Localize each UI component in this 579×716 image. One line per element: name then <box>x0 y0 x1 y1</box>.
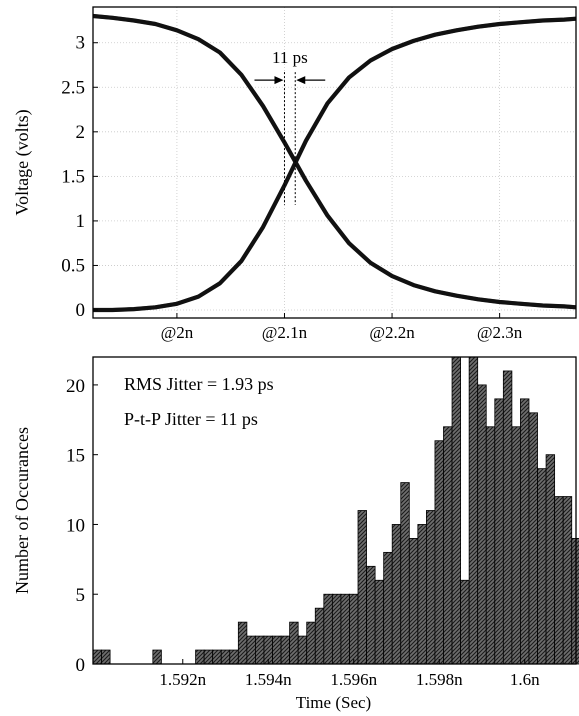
histogram-bar <box>477 384 487 665</box>
eye-diagram-chart: 11 ps 0 0.5 1 1.5 2 2.5 3 @2n @2.1n @2.2n @2.3n V… <box>12 6 577 342</box>
ptp-jitter-annotation: P-t-P Jitter = 11 ps <box>124 409 258 429</box>
eye-diagram-y-tick-label: 1 <box>76 211 86 232</box>
rising-transition-trace <box>93 16 577 313</box>
eye-diagram-x-ticks: @2n @2.1n @2.2n @2.3n <box>161 313 523 342</box>
histogram-bar <box>255 635 265 665</box>
histogram-bar <box>562 496 573 665</box>
histogram-bar <box>289 621 299 665</box>
histogram-bar <box>468 356 479 665</box>
histogram-bar <box>374 579 385 665</box>
eye-diagram-x-tick-label: @2.3n <box>477 323 523 342</box>
jitter-histogram-x-tick-label: 1.6n <box>510 670 540 689</box>
jitter-histogram-x-tick-label: 1.594n <box>245 670 292 689</box>
histogram-bar <box>272 635 282 665</box>
histogram-bar <box>212 649 222 665</box>
eye-diagram-traces <box>92 13 577 313</box>
eye-diagram-y-tick-label: 2 <box>76 122 86 143</box>
histogram-bar <box>237 621 248 665</box>
histogram-bar <box>417 524 427 665</box>
jitter-histogram-y-tick-label: 10 <box>66 515 85 536</box>
eye-diagram-x-tick-label: @2n <box>161 323 194 342</box>
histogram-bar <box>425 510 436 665</box>
histogram-bar <box>366 565 376 665</box>
histogram-bar <box>511 426 521 665</box>
jitter-histogram-x-tick-label: 1.596n <box>330 670 377 689</box>
eye-diagram-trace-edge <box>93 16 577 309</box>
histogram-bar <box>101 649 111 665</box>
jitter-window-right-arrowhead <box>296 76 306 85</box>
jitter-window-label: 11 ps <box>272 48 308 67</box>
histogram-bar <box>443 426 453 665</box>
histogram-bar <box>554 496 564 665</box>
histogram-bar <box>314 607 325 665</box>
eye-diagram-trace-edge <box>93 19 577 312</box>
histogram-bar <box>408 538 419 665</box>
histogram-bar <box>331 593 342 665</box>
rms-jitter-annotation: RMS Jitter = 1.93 ps <box>124 374 274 394</box>
histogram-bar <box>391 524 402 665</box>
eye-diagram-y-tick-label: 2.5 <box>61 77 85 98</box>
jitter-histogram-bars <box>92 356 579 665</box>
histogram-bar <box>400 482 410 665</box>
histogram-bar <box>383 551 393 665</box>
eye-diagram-y-tick-label: 0.5 <box>61 255 85 276</box>
eye-diagram-y-axis-label: Voltage (volts) <box>12 109 33 215</box>
histogram-bar <box>229 649 239 665</box>
jitter-histogram-y-tick-label: 20 <box>66 376 85 397</box>
jitter-histogram-plot-frame <box>92 356 577 665</box>
histogram-bar <box>520 398 530 665</box>
jitter-histogram-y-ticks: 0 5 10 15 20 <box>66 376 98 676</box>
jitter-histogram-y-tick-label: 0 <box>76 655 86 676</box>
histogram-bar <box>297 635 308 665</box>
histogram-bar <box>528 412 538 665</box>
eye-diagram-y-ticks: 0 0.5 1 1.5 2 2.5 3 <box>61 33 98 321</box>
histogram-bar <box>92 649 102 665</box>
histogram-bar <box>280 635 291 665</box>
eye-diagram-x-tick-label: @2.1n <box>262 323 308 342</box>
eye-diagram-x-tick-label: @2.2n <box>369 323 415 342</box>
eye-diagram-plot-frame <box>92 6 577 319</box>
histogram-bar <box>246 635 256 665</box>
jitter-histogram-x-tick-label: 1.592n <box>159 670 206 689</box>
jitter-histogram-x-axis-label: Time (Sec) <box>296 693 371 712</box>
histogram-bar <box>340 593 350 665</box>
histogram-bar <box>152 649 162 665</box>
histogram-bar <box>195 649 205 665</box>
jitter-histogram-chart: 0 5 10 15 20 1.592n 1.594n 1.596n 1.598n 1.6n RM… <box>12 356 579 712</box>
jitter-histogram-y-tick-label: 5 <box>76 585 86 606</box>
eye-diagram-grid <box>93 7 576 318</box>
jitter-histogram-y-tick-label: 15 <box>66 446 85 467</box>
histogram-bar <box>323 593 333 665</box>
histogram-bar <box>434 440 444 665</box>
jitter-window-left-arrowhead <box>274 76 284 85</box>
jitter-histogram-x-tick-label: 1.598n <box>416 670 463 689</box>
jitter-window-annotation: 11 ps <box>254 48 326 205</box>
eye-diagram-trace-edge <box>92 14 577 307</box>
histogram-bar <box>357 510 367 665</box>
histogram-bar <box>203 649 214 665</box>
histogram-bar <box>306 621 316 665</box>
histogram-bar <box>485 426 496 665</box>
eye-diagram-y-tick-label: 0 <box>76 300 86 321</box>
histogram-bar <box>451 356 461 665</box>
histogram-bar <box>460 579 470 665</box>
histogram-bar <box>220 649 231 665</box>
jitter-histogram-x-ticks: 1.592n 1.594n 1.596n 1.598n 1.6n <box>159 659 540 689</box>
histogram-bar <box>537 468 547 665</box>
eye-diagram-y-tick-label: 3 <box>76 33 86 54</box>
histogram-bar <box>349 593 359 665</box>
eye-diagram-y-tick-label: 1.5 <box>61 166 85 187</box>
falling-transition-trace <box>92 13 577 310</box>
histogram-bar <box>494 398 504 665</box>
jitter-histogram-y-axis-label: Number of Occurances <box>12 427 32 594</box>
histogram-bar <box>502 370 513 665</box>
histogram-bar <box>545 454 556 665</box>
